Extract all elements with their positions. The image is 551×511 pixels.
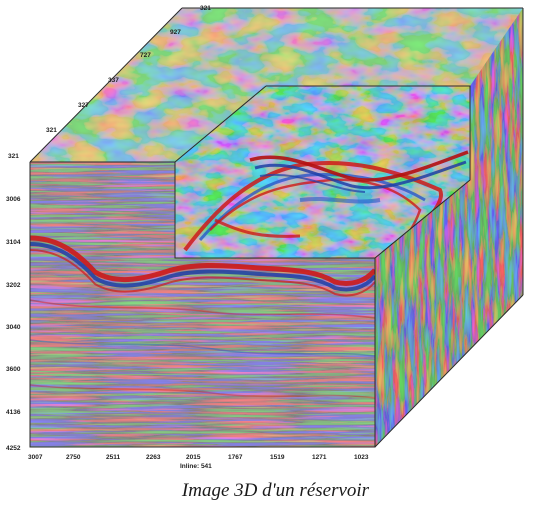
- depth-tick: 3006: [6, 196, 21, 203]
- depth-tick: 4136: [6, 409, 21, 416]
- top-tick: 321: [46, 127, 57, 134]
- inline-tick: 1767: [228, 454, 243, 461]
- inline-tick: 2015: [186, 454, 201, 461]
- top-tick: 337: [108, 77, 119, 84]
- top-tick: 727: [140, 52, 151, 59]
- cube-frame: [29, 7, 524, 448]
- depth-tick: 4252: [6, 445, 21, 452]
- inline-tick: 1271: [312, 454, 327, 461]
- inline-axis: 3007 2750 2511 2263 2015 1767 1519 1271 …: [28, 454, 369, 470]
- top-tick: 321: [200, 5, 211, 12]
- inline-tick: 2511: [106, 454, 120, 461]
- depth-tick: 3040: [6, 324, 21, 331]
- top-tick: 327: [78, 102, 89, 109]
- depth-tick: 3202: [6, 282, 21, 289]
- depth-axis: 3006 3104 3202 3040 3600 4136 4252: [6, 196, 21, 452]
- inline-tick: 2750: [66, 454, 81, 461]
- inline-tick: 2263: [146, 454, 161, 461]
- inline-tick: 3007: [28, 454, 43, 461]
- top-tick: 927: [170, 29, 181, 36]
- crossline-axis: 321 321 327 337 727 927 321: [8, 5, 211, 160]
- depth-tick: 3104: [6, 239, 21, 246]
- figure-caption: Image 3D d'un réservoir: [181, 480, 370, 501]
- top-tick: 321: [8, 153, 19, 160]
- inline-tick: 1023: [354, 454, 369, 461]
- depth-tick: 3600: [6, 366, 21, 373]
- inline-axis-label: Inline: 541: [180, 463, 212, 470]
- inline-tick: 1519: [270, 454, 285, 461]
